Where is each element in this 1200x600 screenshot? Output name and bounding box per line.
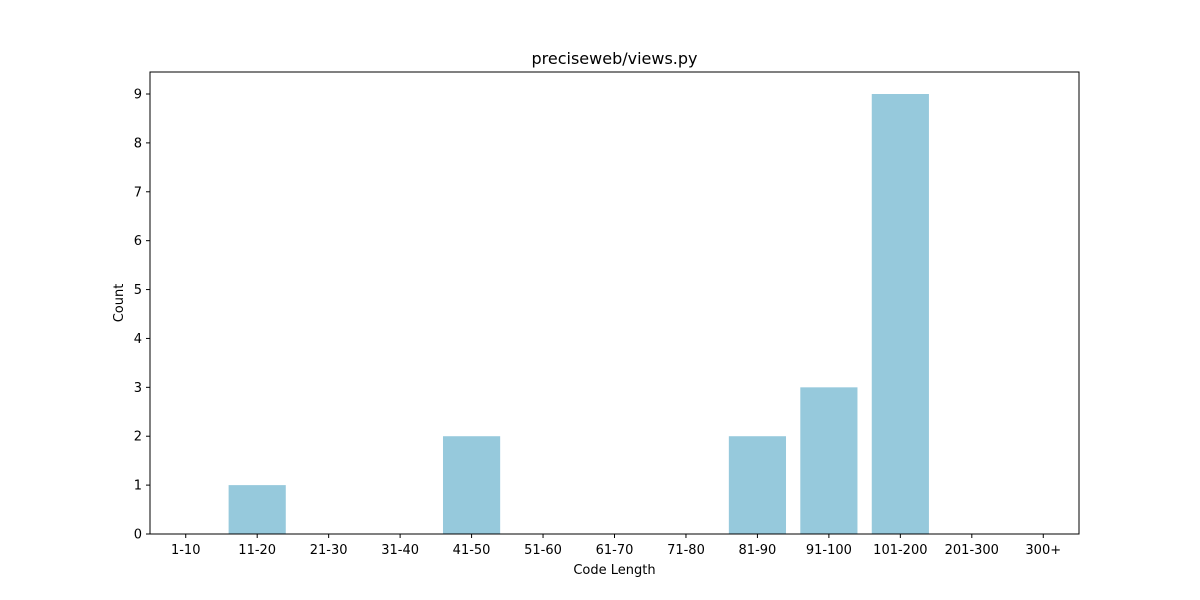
y-tick-label: 9 [134, 88, 142, 103]
x-tick-label: 31-40 [381, 543, 419, 558]
y-tick-label: 2 [134, 430, 142, 445]
x-tick-label: 41-50 [453, 543, 491, 558]
x-tick-label: 300+ [1025, 543, 1061, 558]
x-tick-label: 101-200 [873, 543, 927, 558]
chart-title: preciseweb/views.py [531, 49, 697, 68]
y-tick-label: 1 [134, 479, 142, 494]
y-tick-label: 6 [134, 234, 142, 249]
x-tick-label: 91-100 [806, 543, 852, 558]
bars-group [228, 94, 929, 534]
x-tick-label: 201-300 [945, 543, 999, 558]
bar-91-100 [800, 387, 858, 534]
y-tick-label: 0 [134, 528, 142, 543]
x-tick-label: 1-10 [171, 543, 201, 558]
x-tick-label: 81-90 [739, 543, 777, 558]
y-axis-label: Count [112, 284, 127, 323]
x-tick-label: 11-20 [238, 543, 276, 558]
x-tick-label: 51-60 [524, 543, 562, 558]
x-axis-label: Code Length [573, 563, 655, 578]
bar-11-20 [228, 485, 286, 534]
y-axis: 0 1 2 3 4 5 6 7 8 9 [134, 88, 150, 543]
x-axis: 1-10 11-20 21-30 31-40 41-50 51-60 61-70 71-80 8… [171, 534, 1061, 558]
bar-101-200 [871, 94, 929, 534]
bar-41-50 [442, 436, 501, 534]
y-tick-label: 4 [134, 332, 142, 347]
x-tick-label: 21-30 [310, 543, 348, 558]
y-tick-label: 3 [134, 381, 142, 396]
bar-81-90 [728, 436, 787, 534]
x-tick-label: 71-80 [667, 543, 705, 558]
plot-area-frame [149, 71, 1080, 535]
y-tick-label: 5 [134, 283, 142, 298]
y-tick-label: 7 [134, 185, 142, 200]
y-tick-label: 8 [134, 136, 142, 151]
x-tick-label: 61-70 [596, 543, 634, 558]
